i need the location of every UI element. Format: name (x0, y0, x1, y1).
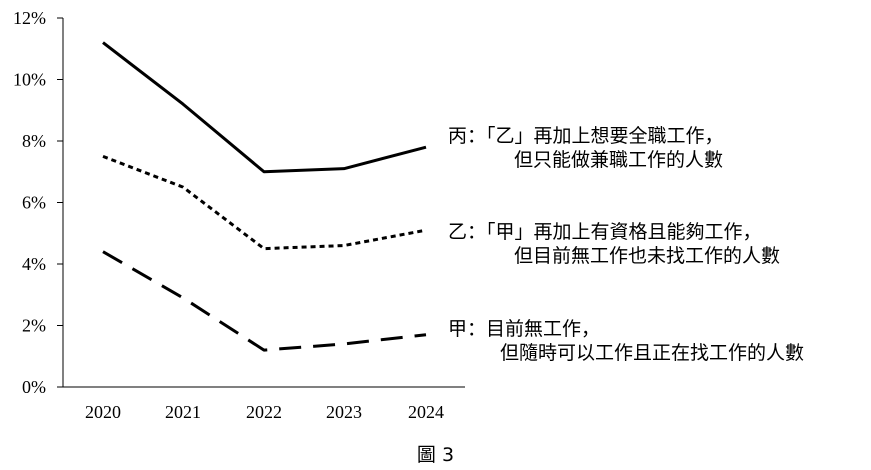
series-label-bing-line2: 但只能做兼職工作的人數 (514, 149, 724, 171)
y-tick-label: 12% (13, 8, 46, 28)
series-line-1 (102, 154, 427, 251)
y-tick-label: 8% (22, 131, 46, 151)
y-axis-ticks: 0% 2% 4% 6% 8% 10% 12% (13, 8, 63, 397)
x-tick-label: 2022 (246, 402, 282, 422)
y-tick-label: 2% (22, 316, 46, 336)
series-label-yi-line1: 乙：「甲」再加上有資格且能夠工作， (448, 221, 762, 243)
y-tick-label: 6% (22, 193, 46, 213)
series-label-jia: 甲：目前無工作， 但隨時可以工作且正在找工作的人數 (448, 317, 804, 365)
series-line-2 (102, 250, 427, 352)
y-tick-label: 0% (22, 377, 46, 397)
series-line-0 (102, 41, 427, 174)
series-label-jia-line1: 甲：目前無工作， (448, 318, 601, 340)
x-tick-label: 2024 (408, 402, 444, 422)
figure-caption: 圖 3 (416, 444, 455, 466)
y-tick-label: 4% (22, 254, 46, 274)
x-axis-ticks: 2020 2021 2022 2023 2024 (85, 402, 444, 422)
series-label-bing-line1: 丙：「乙」再加上想要全職工作， (448, 125, 724, 147)
x-tick-label: 2021 (165, 402, 201, 422)
y-tick-label: 10% (13, 70, 46, 90)
series-label-yi: 乙：「甲」再加上有資格且能夠工作， 但目前無工作也未找工作的人數 (448, 220, 780, 268)
series-label-bing: 丙：「乙」再加上想要全職工作， 但只能做兼職工作的人數 (448, 124, 724, 172)
x-tick-label: 2020 (85, 402, 121, 422)
x-tick-label: 2023 (326, 402, 362, 422)
series-label-yi-line2: 但目前無工作也未找工作的人數 (514, 245, 781, 267)
series-label-jia-line2: 但隨時可以工作且正在找工作的人數 (500, 342, 805, 364)
series-lines (102, 41, 427, 352)
